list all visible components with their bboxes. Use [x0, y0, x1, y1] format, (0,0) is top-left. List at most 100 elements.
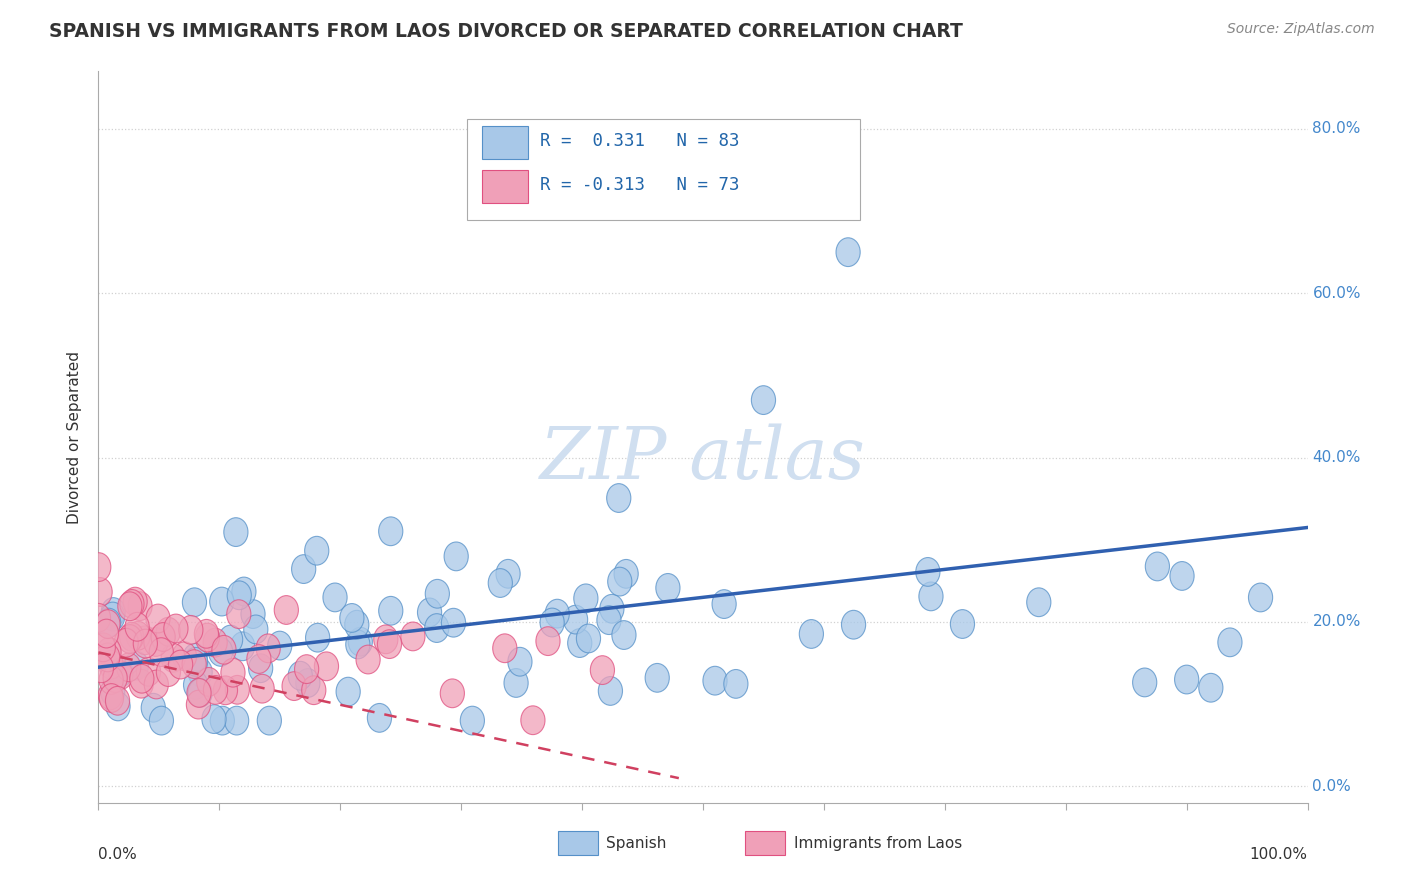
Ellipse shape	[243, 615, 269, 644]
Ellipse shape	[1026, 588, 1050, 616]
Ellipse shape	[105, 692, 131, 721]
Ellipse shape	[591, 656, 614, 684]
Ellipse shape	[1174, 665, 1199, 694]
Ellipse shape	[315, 652, 339, 681]
Ellipse shape	[374, 625, 398, 654]
Ellipse shape	[212, 635, 236, 665]
Ellipse shape	[576, 624, 600, 653]
Ellipse shape	[492, 634, 517, 663]
Ellipse shape	[568, 629, 592, 657]
Ellipse shape	[612, 621, 636, 649]
Ellipse shape	[711, 590, 737, 618]
Ellipse shape	[162, 643, 186, 673]
Ellipse shape	[294, 655, 319, 683]
Ellipse shape	[520, 706, 546, 735]
Text: 0.0%: 0.0%	[1312, 779, 1351, 794]
Text: ZIP atlas: ZIP atlas	[540, 424, 866, 494]
Ellipse shape	[105, 686, 129, 715]
Ellipse shape	[120, 590, 143, 618]
Ellipse shape	[600, 594, 624, 624]
Ellipse shape	[145, 670, 169, 698]
Ellipse shape	[183, 588, 207, 616]
Ellipse shape	[183, 643, 207, 673]
Ellipse shape	[103, 664, 128, 692]
Ellipse shape	[378, 516, 404, 546]
Ellipse shape	[574, 584, 598, 613]
Ellipse shape	[108, 657, 134, 687]
Ellipse shape	[655, 574, 681, 602]
Ellipse shape	[645, 664, 669, 692]
Ellipse shape	[127, 622, 150, 650]
Ellipse shape	[488, 568, 512, 598]
Ellipse shape	[349, 627, 373, 657]
Ellipse shape	[129, 665, 153, 693]
Ellipse shape	[221, 658, 245, 687]
Ellipse shape	[1199, 673, 1223, 702]
Ellipse shape	[950, 609, 974, 639]
Ellipse shape	[218, 625, 243, 654]
Ellipse shape	[799, 620, 824, 648]
Ellipse shape	[302, 676, 326, 705]
Ellipse shape	[101, 678, 125, 706]
Ellipse shape	[91, 633, 115, 662]
Ellipse shape	[90, 654, 114, 682]
Ellipse shape	[209, 587, 233, 616]
Ellipse shape	[305, 536, 329, 566]
Text: 40.0%: 40.0%	[1312, 450, 1361, 465]
Ellipse shape	[202, 705, 226, 733]
Ellipse shape	[98, 681, 122, 710]
Ellipse shape	[129, 669, 153, 698]
Ellipse shape	[224, 517, 247, 547]
Ellipse shape	[187, 679, 211, 707]
Ellipse shape	[837, 238, 860, 267]
Ellipse shape	[197, 667, 221, 697]
Ellipse shape	[228, 581, 252, 609]
Ellipse shape	[401, 622, 425, 651]
Ellipse shape	[231, 632, 254, 661]
Ellipse shape	[188, 657, 212, 687]
Ellipse shape	[173, 642, 197, 671]
Ellipse shape	[141, 693, 166, 723]
Ellipse shape	[214, 676, 238, 705]
Ellipse shape	[336, 677, 360, 706]
Ellipse shape	[208, 638, 232, 666]
Ellipse shape	[546, 599, 569, 628]
Ellipse shape	[100, 683, 124, 713]
Ellipse shape	[211, 706, 235, 735]
FancyBboxPatch shape	[745, 831, 785, 855]
Ellipse shape	[344, 610, 368, 639]
Ellipse shape	[291, 555, 316, 583]
Ellipse shape	[124, 587, 148, 616]
Ellipse shape	[225, 706, 249, 735]
Ellipse shape	[98, 665, 124, 694]
Ellipse shape	[340, 604, 364, 632]
Ellipse shape	[149, 638, 173, 666]
Ellipse shape	[267, 632, 292, 660]
Ellipse shape	[378, 597, 404, 625]
Ellipse shape	[274, 596, 298, 624]
Ellipse shape	[128, 591, 152, 621]
Ellipse shape	[96, 610, 120, 639]
Ellipse shape	[283, 672, 307, 700]
Ellipse shape	[188, 679, 212, 707]
Ellipse shape	[1133, 668, 1157, 697]
Ellipse shape	[169, 650, 193, 679]
Ellipse shape	[536, 627, 560, 656]
Ellipse shape	[564, 606, 588, 634]
Ellipse shape	[94, 619, 118, 648]
Ellipse shape	[418, 598, 441, 627]
Ellipse shape	[156, 657, 180, 687]
Ellipse shape	[150, 623, 176, 651]
Ellipse shape	[920, 582, 943, 611]
Ellipse shape	[114, 628, 138, 657]
Ellipse shape	[751, 385, 776, 415]
Y-axis label: Divorced or Separated: Divorced or Separated	[67, 351, 83, 524]
Ellipse shape	[120, 623, 143, 651]
Ellipse shape	[724, 670, 748, 698]
Ellipse shape	[247, 645, 271, 673]
FancyBboxPatch shape	[482, 170, 527, 203]
Ellipse shape	[508, 648, 531, 676]
Ellipse shape	[179, 615, 202, 644]
Ellipse shape	[134, 626, 157, 655]
Ellipse shape	[295, 669, 321, 698]
